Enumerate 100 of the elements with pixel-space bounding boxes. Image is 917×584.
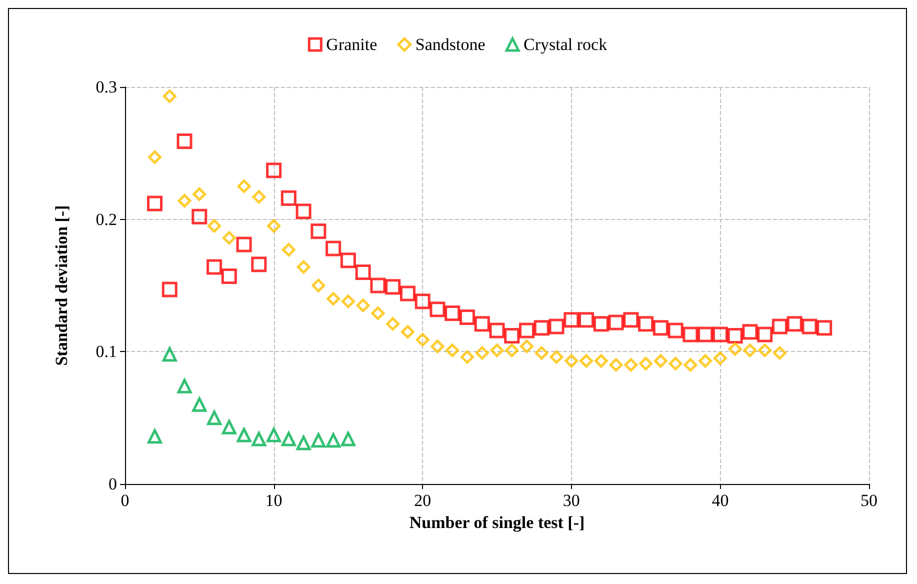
point	[490, 344, 504, 358]
point	[356, 298, 370, 312]
point	[594, 354, 608, 368]
point	[147, 196, 163, 212]
point	[222, 420, 236, 434]
point	[802, 318, 818, 334]
point	[282, 243, 296, 257]
point	[355, 264, 371, 280]
point	[624, 358, 638, 372]
point	[534, 346, 548, 360]
point	[713, 352, 727, 366]
point	[550, 350, 564, 364]
point	[416, 333, 430, 347]
point	[668, 356, 682, 370]
point	[505, 344, 519, 358]
point	[370, 278, 386, 294]
x-tick-label: 0	[120, 491, 130, 510]
point	[712, 326, 728, 342]
point	[178, 194, 192, 208]
point	[728, 342, 742, 356]
point	[192, 397, 207, 412]
point	[251, 256, 267, 272]
point	[459, 310, 475, 326]
x-tick-label: 20	[414, 491, 432, 510]
point	[340, 252, 356, 268]
point	[757, 326, 773, 342]
y-tick-label: 0.2	[96, 210, 117, 229]
x-tick-label: 40	[712, 491, 729, 510]
y-tick-label: 0.1	[96, 342, 117, 362]
point	[326, 292, 340, 306]
point	[326, 240, 342, 256]
point	[444, 306, 460, 322]
point	[430, 302, 446, 318]
point	[684, 358, 698, 372]
point	[162, 90, 176, 104]
point	[312, 278, 326, 292]
point	[296, 436, 311, 450]
point	[578, 312, 594, 328]
point	[162, 282, 178, 298]
point	[267, 219, 281, 233]
x-tick-label: 30	[562, 491, 580, 510]
point	[460, 350, 474, 364]
point	[698, 326, 714, 342]
point	[237, 180, 251, 193]
point	[207, 410, 222, 426]
point	[252, 432, 266, 446]
legend-label: Crystal rock	[524, 35, 608, 54]
x-axis-title: Number of single test [-]	[409, 513, 585, 532]
point	[652, 320, 668, 336]
point	[414, 294, 430, 310]
point	[564, 312, 580, 328]
point	[385, 279, 401, 295]
point	[698, 354, 712, 368]
point	[609, 358, 623, 372]
point	[206, 259, 222, 275]
point	[371, 306, 385, 320]
point	[400, 286, 416, 302]
point	[222, 231, 236, 245]
point	[236, 428, 252, 442]
point	[310, 223, 326, 239]
point	[654, 354, 668, 368]
point	[296, 260, 310, 274]
point	[519, 322, 535, 338]
y-tick-label: 0	[108, 474, 117, 494]
point	[593, 316, 609, 332]
point	[221, 268, 237, 284]
point	[638, 316, 654, 332]
point	[296, 204, 312, 220]
point	[176, 134, 192, 150]
point	[208, 219, 222, 233]
point	[623, 312, 639, 328]
point	[816, 320, 832, 336]
point	[727, 328, 743, 344]
point	[192, 208, 208, 224]
point	[192, 187, 206, 201]
point	[786, 316, 802, 332]
point	[281, 432, 296, 446]
point	[743, 344, 757, 358]
point	[236, 236, 252, 252]
x-tick-label: 10	[265, 491, 282, 510]
point	[758, 344, 772, 358]
point	[534, 320, 550, 336]
point	[148, 429, 162, 444]
point	[148, 150, 162, 164]
point	[266, 162, 282, 178]
point	[772, 318, 788, 334]
point	[177, 378, 192, 394]
point	[504, 328, 520, 344]
point	[280, 190, 296, 206]
x-tick-label: 50	[860, 491, 878, 510]
point	[430, 340, 444, 354]
point	[639, 356, 653, 370]
point	[682, 326, 698, 342]
point	[580, 354, 594, 368]
point	[386, 317, 400, 331]
legend-label: Granite	[326, 35, 378, 54]
point	[772, 346, 786, 360]
point	[742, 324, 758, 340]
point	[608, 314, 624, 330]
point	[446, 344, 460, 358]
